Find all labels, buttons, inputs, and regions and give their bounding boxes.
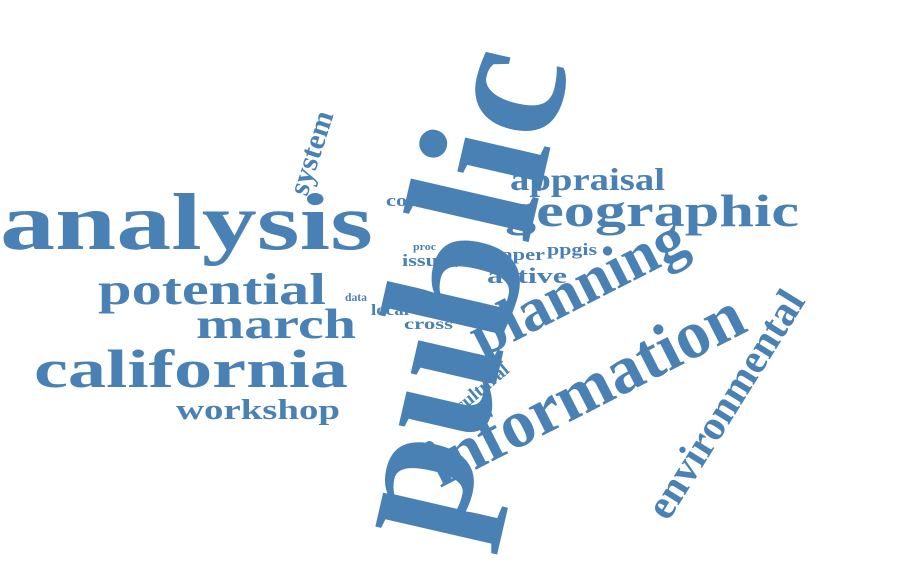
word-active: active [487, 263, 567, 288]
word-march: march [196, 302, 356, 348]
word-paper: paper [489, 245, 546, 264]
word-potential: potential [98, 265, 326, 314]
word-ppgis: ppgis [547, 240, 597, 259]
word-proc: proc [413, 242, 437, 253]
word-issue: issue [402, 251, 449, 270]
word-local: local [371, 302, 410, 319]
word-analysis: analysis [0, 179, 373, 267]
word-concern: concern [386, 191, 463, 210]
word-appraisal: appraisal [510, 161, 665, 197]
word-geographic: geographic [505, 185, 799, 236]
word-tool: tool [449, 251, 463, 268]
word-california: california [34, 339, 348, 399]
word-data: data [345, 290, 367, 304]
word-cross: cross [404, 316, 453, 333]
word-cloud-words: public analysis information planning cal… [0, 27, 815, 557]
word-workshop: workshop [176, 395, 340, 426]
